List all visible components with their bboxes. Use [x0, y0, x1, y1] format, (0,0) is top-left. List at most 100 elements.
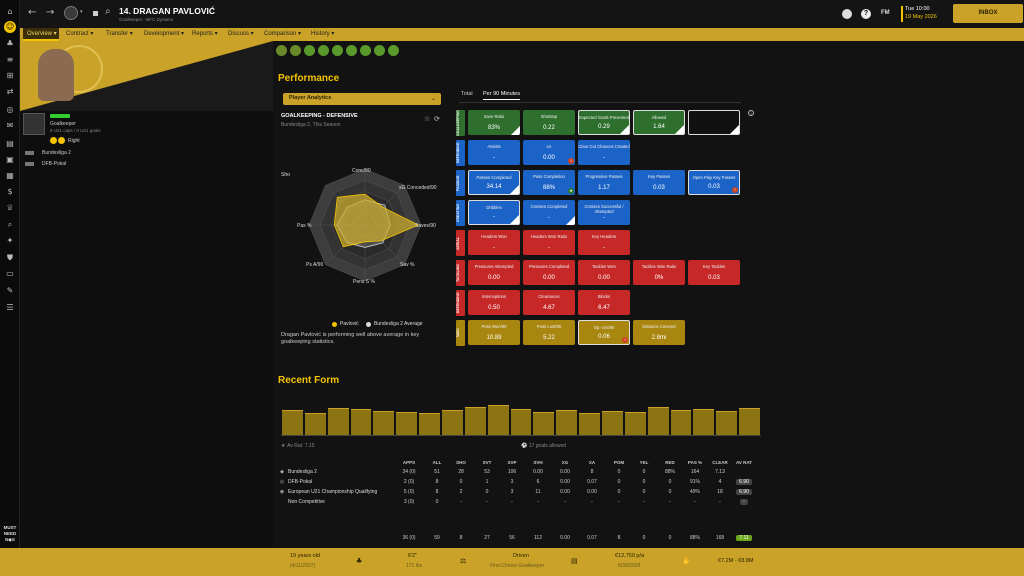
stat-tile[interactable]: Interceptions 0.50: [468, 290, 520, 315]
stat-tile[interactable]: Passes Completed 34.14: [468, 170, 520, 195]
search-icon[interactable]: ⌕: [7, 220, 13, 229]
form-bar[interactable]: [464, 407, 486, 435]
stat-tile[interactable]: Progressive Passes 1.17: [578, 170, 630, 195]
analytics-dropdown[interactable]: Player Analytics ⌄: [283, 93, 441, 105]
column-header[interactable]: APPS: [402, 460, 416, 465]
stat-tile[interactable]: Crosses Completed -: [523, 200, 575, 225]
stat-tile[interactable]: Headers Won Ratio -: [523, 230, 575, 255]
column-header[interactable]: YEL: [639, 460, 649, 465]
stat-tile[interactable]: Key Passes 0.03: [633, 170, 685, 195]
help-icon[interactable]: ?: [861, 9, 871, 19]
form-bar[interactable]: [579, 413, 600, 435]
trait-icon[interactable]: [318, 45, 329, 56]
stat-tile[interactable]: [688, 110, 740, 135]
stat-tile[interactable]: Headers Won -: [468, 230, 520, 255]
menu-icon[interactable]: ☰: [6, 303, 14, 312]
stat-tile[interactable]: Crosses Successful / Attempted -: [578, 200, 630, 225]
stat-tile[interactable]: Open Play Key Passes 0.03!: [688, 170, 740, 195]
column-header[interactable]: ALL: [432, 460, 442, 465]
club-badge-icon[interactable]: [64, 6, 78, 20]
tab-per90[interactable]: Per 90 Minutes: [483, 91, 520, 100]
stat-tile[interactable]: Key Tackles 0.03: [688, 260, 740, 285]
forward-arrow-icon[interactable]: →: [46, 7, 55, 18]
trophy-icon[interactable]: ♕: [6, 203, 14, 212]
tab-total[interactable]: Total: [461, 91, 473, 97]
form-bar[interactable]: [602, 411, 623, 435]
column-header[interactable]: SVH: [533, 460, 543, 465]
shield-icon[interactable]: ⛊: [7, 253, 13, 262]
tab-reports[interactable]: Reports ▾: [192, 31, 218, 37]
stat-tile[interactable]: Pressures Attempted 0.00: [468, 260, 520, 285]
stat-tile[interactable]: Save Ratio 83%: [468, 110, 520, 135]
column-header[interactable]: XA: [588, 460, 596, 465]
stat-tile[interactable]: xA 0.00!: [523, 140, 575, 165]
tactics-icon[interactable]: ⊞: [6, 71, 14, 80]
trait-icon[interactable]: [374, 45, 385, 56]
form-bar[interactable]: [487, 405, 509, 435]
stat-tile[interactable]: Tackles Won Ratio 0%: [633, 260, 685, 285]
stat-tile[interactable]: Op.-cris/90 0.06!: [578, 320, 630, 345]
star-icon[interactable]: ☆: [424, 115, 431, 123]
form-bar[interactable]: [282, 410, 303, 435]
pen-icon[interactable]: ✎: [6, 286, 14, 295]
form-bar[interactable]: [739, 407, 760, 435]
search-icon[interactable]: ⌕: [105, 6, 111, 17]
home-icon[interactable]: ⌂: [7, 7, 13, 16]
finance-icon[interactable]: $: [7, 187, 13, 196]
stat-tile[interactable]: Pass Completion 88% ★: [523, 170, 575, 195]
table-row[interactable]: Non Competitive 3 (0) 0 - - - - - - - - - - - -: [278, 498, 758, 507]
transfer-icon[interactable]: ⇄: [6, 87, 14, 96]
form-bar[interactable]: [396, 411, 418, 435]
trait-icon[interactable]: [346, 45, 357, 56]
tab-discuss[interactable]: Discuss ▾: [228, 31, 254, 37]
calendar-icon[interactable]: ▦: [6, 171, 14, 180]
column-header[interactable]: RED: [665, 460, 675, 465]
column-header[interactable]: XG: [561, 460, 569, 465]
form-bar[interactable]: [304, 413, 326, 435]
clipboard-icon[interactable]: ▤: [6, 139, 14, 148]
form-bar[interactable]: [556, 410, 578, 435]
column-header[interactable]: CLEAR: [712, 460, 728, 465]
form-bar[interactable]: [624, 411, 646, 435]
stat-tile[interactable]: Poss Won/90 10.89: [468, 320, 520, 345]
column-header[interactable]: SVP: [507, 460, 517, 465]
globe-icon[interactable]: ◎: [6, 105, 14, 114]
stat-tile[interactable]: Dribbles -: [468, 200, 520, 225]
stat-tile[interactable]: Pressures Completed 0.00: [523, 260, 575, 285]
inbox-button[interactable]: INBOX: [953, 4, 1023, 23]
form-bar[interactable]: [350, 409, 372, 435]
stat-tile[interactable]: Allowed 1.64: [633, 110, 685, 135]
stat-tile[interactable]: Expected Goals Prevented 0.29: [578, 110, 630, 135]
form-bar[interactable]: [442, 410, 463, 435]
column-header[interactable]: POM: [613, 460, 625, 465]
stat-tile[interactable]: Distance Covered 2.8mi: [633, 320, 685, 345]
trait-icon[interactable]: [360, 45, 371, 56]
table-row[interactable]: ◉ European U21 Championship Qualifying 5 (…: [278, 488, 758, 497]
form-bar[interactable]: [510, 409, 532, 435]
column-header[interactable]: SHO: [456, 460, 466, 465]
info-icon[interactable]: i: [748, 110, 754, 116]
form-bar[interactable]: [419, 413, 440, 435]
trait-icon[interactable]: [332, 45, 343, 56]
form-bar[interactable]: [373, 411, 395, 435]
tab-history[interactable]: History ▾: [311, 31, 335, 37]
form-bar[interactable]: [693, 409, 715, 435]
tab-development[interactable]: Development ▾: [144, 31, 185, 37]
stat-tile[interactable]: Clearances 4.67: [523, 290, 575, 315]
stat-tile[interactable]: Tackles Won 0.00: [578, 260, 630, 285]
trait-icon[interactable]: [276, 45, 287, 56]
tab-comparison[interactable]: Comparison ▾: [264, 31, 302, 37]
form-bar[interactable]: [716, 411, 738, 435]
ticket-icon[interactable]: ▭: [6, 269, 14, 278]
stat-tile[interactable]: Shotstop 0.22: [523, 110, 575, 135]
form-bar[interactable]: [670, 410, 692, 435]
back-arrow-icon[interactable]: ←: [28, 7, 37, 18]
tab-overview[interactable]: Overview ▾: [23, 28, 59, 41]
form-bar[interactable]: [647, 407, 669, 435]
form-bar[interactable]: [533, 411, 555, 435]
tab-transfer[interactable]: Transfer ▾: [106, 31, 133, 37]
column-header[interactable]: AV RAT: [735, 460, 753, 465]
column-header[interactable]: PAS %: [687, 460, 703, 465]
stat-tile[interactable]: Assists -: [468, 140, 520, 165]
player-icon[interactable]: ☺: [4, 21, 16, 33]
